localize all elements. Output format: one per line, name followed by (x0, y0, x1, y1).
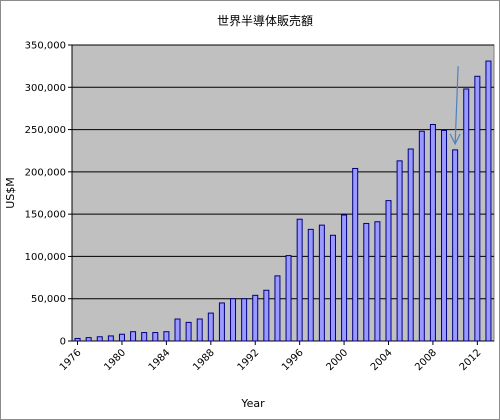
bar-1992 (252, 294, 259, 342)
y-tick-label: 50,000 (31, 294, 66, 305)
x-tick-label: 2008 (413, 347, 439, 373)
bar-2005 (396, 160, 403, 342)
x-tick-label: 2000 (324, 347, 350, 373)
x-tick-label: 2004 (369, 347, 395, 373)
bar-1976 (74, 337, 81, 342)
x-tick-label: 1996 (280, 347, 306, 373)
x-tick-label: 1976 (58, 347, 84, 373)
bar-1983 (152, 332, 159, 342)
bar-1985 (174, 318, 181, 342)
bar-1994 (274, 275, 281, 342)
bar-1991 (241, 298, 248, 342)
bar-1993 (263, 289, 270, 342)
bar-1980 (118, 333, 125, 342)
y-tick-label: 150,000 (25, 210, 66, 221)
x-tick-label: 1984 (147, 347, 173, 373)
bar-2008 (429, 123, 436, 342)
bar-1995 (285, 255, 292, 342)
bar-1981 (130, 331, 137, 342)
y-tick-label: 100,000 (25, 252, 66, 263)
bar-1986 (185, 321, 192, 342)
y-tick-label: 300,000 (25, 83, 66, 94)
bar-2001 (352, 167, 359, 342)
bar-2012 (474, 75, 481, 342)
bar-2004 (385, 200, 392, 342)
bar-1988 (207, 312, 214, 342)
bar-1978 (96, 336, 103, 342)
y-tick-label: 250,000 (25, 125, 66, 136)
bar-1996 (296, 218, 303, 342)
y-tick-label: 0 (60, 337, 66, 348)
bar-2013 (485, 60, 492, 342)
annotation-arrow-shaft (454, 66, 459, 144)
annotation-arrow-head (449, 133, 461, 146)
y-axis-title: US$M (4, 177, 17, 209)
x-tick-label: 1988 (191, 347, 217, 373)
bar-1997 (307, 228, 314, 342)
bar-2002 (363, 222, 370, 342)
x-tick-label: 1980 (102, 347, 128, 373)
bar-1990 (230, 298, 237, 342)
x-tick-label: 2012 (458, 347, 484, 373)
bar-2007 (418, 130, 425, 342)
bar-2011 (463, 88, 470, 342)
x-axis-title: Year (240, 397, 265, 410)
bar-2009 (441, 129, 448, 342)
chart-title: 世界半導体販売額 (217, 13, 313, 28)
bar-1979 (107, 335, 114, 342)
bar-1987 (196, 318, 203, 342)
bar-2010 (452, 149, 459, 342)
bar-1998 (318, 224, 325, 342)
y-tick-label: 350,000 (25, 41, 66, 52)
x-tick-label: 1992 (236, 347, 262, 373)
bar-2003 (374, 221, 381, 342)
y-tick-label: 200,000 (25, 167, 66, 178)
bar-2006 (407, 148, 414, 342)
bar-1989 (218, 302, 225, 342)
bar-1977 (85, 337, 92, 342)
bar-1999 (329, 234, 336, 342)
bar-1984 (163, 331, 170, 342)
bar-2000 (341, 214, 348, 342)
bar-1982 (141, 332, 148, 342)
